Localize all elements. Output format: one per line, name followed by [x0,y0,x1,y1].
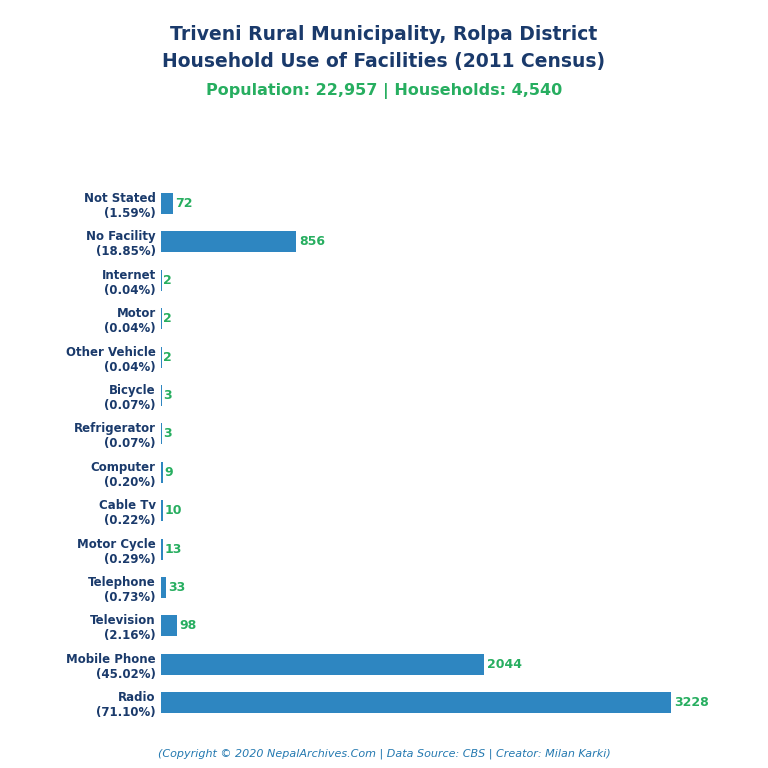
Text: 2044: 2044 [487,658,521,670]
Bar [161,538,164,560]
Bar [161,615,177,637]
Text: 13: 13 [164,543,182,555]
Bar [161,231,296,253]
Text: 3: 3 [163,389,171,402]
Text: 72: 72 [175,197,193,210]
Text: 98: 98 [180,620,197,632]
Bar [161,692,671,713]
Text: Population: 22,957 | Households: 4,540: Population: 22,957 | Households: 4,540 [206,83,562,98]
Bar [161,193,173,214]
Bar [161,462,163,483]
Text: 33: 33 [167,581,185,594]
Text: (Copyright © 2020 NepalArchives.Com | Data Source: CBS | Creator: Milan Karki): (Copyright © 2020 NepalArchives.Com | Da… [157,749,611,760]
Text: 3: 3 [163,428,171,440]
Text: 2: 2 [163,313,171,325]
Text: 3228: 3228 [674,697,708,709]
Bar [161,577,167,598]
Bar [161,654,484,675]
Text: 2: 2 [163,351,171,363]
Text: 9: 9 [164,466,173,478]
Text: Household Use of Facilities (2011 Census): Household Use of Facilities (2011 Census… [163,52,605,71]
Text: Triveni Rural Municipality, Rolpa District: Triveni Rural Municipality, Rolpa Distri… [170,25,598,44]
Bar [161,500,163,521]
Text: 2: 2 [163,274,171,286]
Text: 856: 856 [300,236,326,248]
Text: 10: 10 [164,505,181,517]
